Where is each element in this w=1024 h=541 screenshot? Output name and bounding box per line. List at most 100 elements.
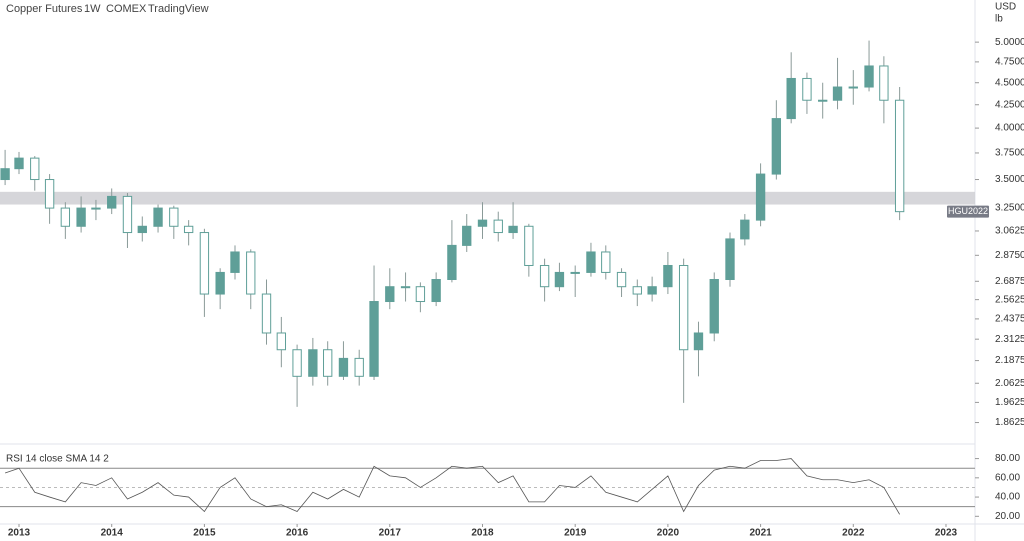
candle-body [616, 271, 627, 288]
indicator-title: RSI 14 close SMA 14 2 [6, 454, 109, 465]
candle-body [725, 238, 735, 281]
y-tick-label: 20.00 [995, 511, 1020, 522]
x-tick-label: 2014 [101, 528, 124, 539]
x-tick-label: 2019 [564, 528, 587, 539]
candle-body [369, 301, 379, 377]
y-tick-label: 2.5625 [995, 294, 1024, 305]
candle-body [30, 157, 40, 181]
candle-body [477, 219, 488, 227]
candle-body [169, 207, 179, 227]
rsi-line [4, 458, 900, 515]
candle-body [230, 251, 240, 273]
candle-body [570, 271, 580, 274]
last-price-label: HGU2022 [948, 206, 988, 216]
x-tick-label: 2017 [379, 528, 402, 539]
candle-body [693, 332, 704, 351]
y-tick-label: 2.0625 [995, 378, 1024, 389]
y-tick-label: 80.00 [995, 453, 1020, 464]
candle-body [755, 173, 766, 221]
candle-body [60, 207, 71, 227]
candle-body [740, 219, 750, 240]
candle-body [848, 86, 858, 89]
candle-body [539, 264, 550, 288]
candle-body [354, 357, 364, 377]
candle-body [246, 251, 256, 295]
candle-body [276, 332, 287, 351]
y-tick-label: 4.0000 [995, 123, 1024, 134]
y-tick-label: 3.7500 [995, 148, 1024, 159]
candle-body [493, 219, 503, 234]
candle-body [323, 349, 333, 377]
candle-body [107, 195, 117, 209]
y-tick-label: 1.8625 [995, 417, 1024, 428]
candle-body [709, 279, 719, 334]
candle-body [879, 65, 889, 101]
candle-body [292, 349, 302, 377]
candle-body [632, 286, 642, 295]
y-tick-label: 2.4375 [995, 314, 1024, 325]
y-tick-label: 2.6875 [995, 276, 1024, 287]
candle-body [447, 244, 457, 281]
candle-body [415, 286, 426, 303]
x-tick-label: 2016 [286, 528, 309, 539]
x-tick-label: 2022 [842, 528, 865, 539]
y-tick-label: 3.5000 [995, 174, 1024, 185]
x-tick-label: 2023 [935, 528, 958, 539]
unit[interactable]: lb [995, 14, 1003, 25]
candle-body [802, 77, 812, 101]
y-tick-label: 2.3125 [995, 334, 1024, 345]
candle-body [771, 118, 782, 175]
candle-body [894, 99, 905, 213]
y-tick-label: 3.0625 [995, 226, 1024, 237]
interval: 1W [84, 3, 101, 15]
candle-body [91, 207, 101, 210]
candle-body [647, 286, 657, 295]
candle-body [122, 195, 133, 234]
candle-body [601, 251, 611, 273]
y-tick-label: 3.2500 [995, 203, 1024, 214]
candle-body [678, 264, 689, 351]
candle-body [864, 65, 874, 88]
candle-body [0, 168, 10, 181]
last-price-box [947, 205, 989, 218]
candle-body [183, 225, 194, 234]
x-tick-label: 2021 [749, 528, 772, 539]
candle-body [261, 293, 272, 334]
candle-body [818, 99, 828, 102]
y-tick-label: 4.2500 [995, 99, 1024, 110]
candle-body [524, 225, 534, 266]
y-tick-label: 2.1875 [995, 355, 1024, 366]
candle-body [554, 271, 565, 288]
candle-body [786, 77, 796, 120]
candle-body [462, 225, 472, 246]
zone [0, 191, 975, 205]
candle-body [431, 279, 441, 303]
candle-body [400, 286, 411, 289]
candle-body [663, 264, 673, 288]
exchange: COMEX [106, 3, 147, 15]
candle-body [44, 179, 55, 209]
candle-body [832, 86, 843, 101]
y-tick-label: 2.8750 [995, 250, 1024, 261]
currency[interactable]: USD [995, 2, 1016, 13]
candle-body [215, 271, 225, 295]
candle-body [14, 157, 24, 170]
candle-body [199, 232, 210, 295]
y-tick-label: 4.7500 [995, 57, 1024, 68]
candle-body [153, 207, 163, 227]
candle-body [385, 286, 395, 303]
candle-body [76, 207, 86, 227]
y-tick-label: 4.5000 [995, 77, 1024, 88]
x-tick-label: 2020 [657, 528, 680, 539]
chart-title: Copper Futures [6, 3, 83, 15]
y-tick-label: 1.9625 [995, 397, 1024, 408]
candle-body [308, 349, 318, 377]
y-tick-label: 60.00 [995, 472, 1020, 483]
candle-body [586, 251, 596, 273]
x-tick-label: 2013 [8, 528, 31, 539]
candle-body [338, 357, 349, 377]
x-tick-label: 2015 [193, 528, 216, 539]
y-tick-label: 5.0000 [995, 37, 1024, 48]
